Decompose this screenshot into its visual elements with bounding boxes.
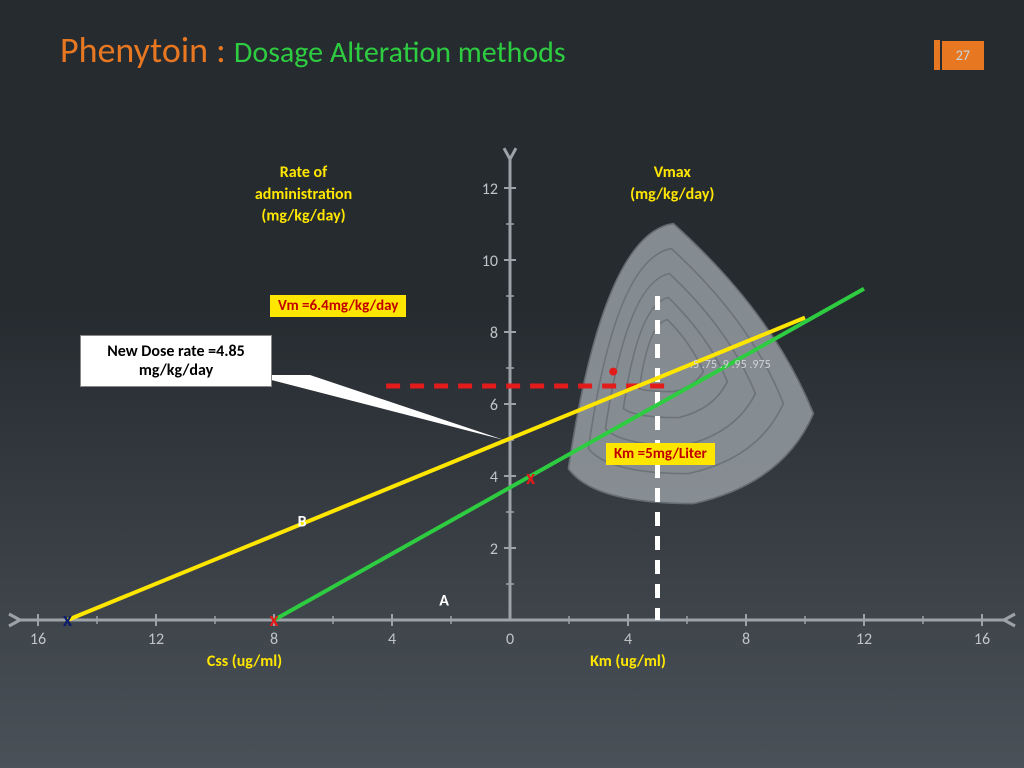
svg-text:Km (ug/ml): Km (ug/ml) bbox=[590, 652, 666, 671]
new-dose-line2: mg/kg/day bbox=[91, 361, 261, 380]
svg-text:10: 10 bbox=[482, 252, 498, 271]
new-dose-callout: New Dose rate =4.85 mg/kg/day bbox=[80, 335, 272, 387]
svg-text:Rate of: Rate of bbox=[280, 163, 328, 182]
svg-text:Vmax: Vmax bbox=[654, 163, 692, 182]
slide-title: Phenytoin : Dosage Alteration methods bbox=[60, 28, 566, 72]
svg-text:12: 12 bbox=[856, 630, 872, 649]
vm-label: Vm =6.4mg/kg/day bbox=[270, 295, 406, 317]
svg-text:16: 16 bbox=[30, 630, 46, 649]
svg-text:Css (ug/ml): Css (ug/ml) bbox=[207, 652, 282, 671]
chart-area: 0481216202448121624681012xxxABRate ofadm… bbox=[0, 100, 1024, 720]
svg-text:16: 16 bbox=[974, 630, 990, 649]
svg-text:4: 4 bbox=[490, 468, 498, 487]
svg-text:x: x bbox=[269, 608, 279, 632]
svg-text:8: 8 bbox=[490, 324, 498, 343]
svg-text:12: 12 bbox=[148, 630, 164, 649]
page-number: 27 bbox=[942, 41, 984, 70]
svg-text:A: A bbox=[439, 592, 449, 611]
svg-text:.5 .75 .9 .95 .975: .5 .75 .9 .95 .975 bbox=[690, 358, 771, 372]
new-dose-line1: New Dose rate =4.85 bbox=[91, 342, 261, 361]
svg-text:x: x bbox=[526, 466, 536, 490]
page-accent-bar bbox=[934, 40, 940, 70]
svg-text:4: 4 bbox=[388, 630, 396, 649]
svg-text:12: 12 bbox=[482, 180, 498, 199]
svg-text:4: 4 bbox=[624, 630, 632, 649]
svg-text:2: 2 bbox=[490, 540, 498, 559]
page-number-box: 27 bbox=[934, 40, 984, 70]
svg-text:8: 8 bbox=[742, 630, 750, 649]
svg-text:6: 6 bbox=[490, 396, 498, 415]
svg-text:x: x bbox=[63, 608, 73, 632]
km-label: Km =5mg/Liter bbox=[606, 443, 715, 465]
svg-text:0: 0 bbox=[506, 630, 514, 649]
chart-svg: 0481216202448121624681012xxxABRate ofadm… bbox=[0, 100, 1024, 720]
title-part2: Dosage Alteration methods bbox=[234, 34, 566, 71]
svg-text:(mg/kg/day): (mg/kg/day) bbox=[261, 206, 345, 225]
svg-text:B: B bbox=[298, 512, 307, 531]
svg-text:administration: administration bbox=[255, 185, 352, 204]
svg-text:(mg/kg/day): (mg/kg/day) bbox=[630, 185, 714, 204]
title-part1: Phenytoin : bbox=[60, 28, 234, 72]
svg-text:8: 8 bbox=[270, 630, 278, 649]
